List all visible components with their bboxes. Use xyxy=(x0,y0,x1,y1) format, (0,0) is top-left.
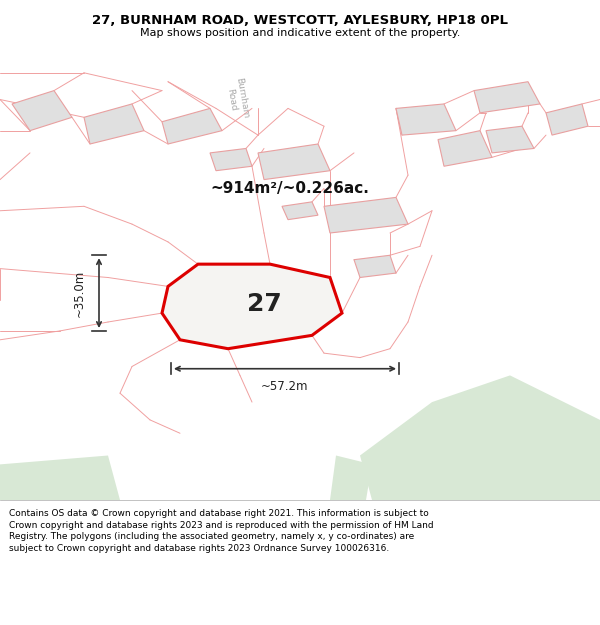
Polygon shape xyxy=(0,456,120,500)
Polygon shape xyxy=(324,198,408,233)
Polygon shape xyxy=(282,202,318,219)
Polygon shape xyxy=(330,456,372,500)
Polygon shape xyxy=(474,82,540,113)
Polygon shape xyxy=(546,104,588,135)
Polygon shape xyxy=(354,255,396,278)
Polygon shape xyxy=(162,264,342,349)
Text: 27, BURNHAM ROAD, WESTCOTT, AYLESBURY, HP18 0PL: 27, BURNHAM ROAD, WESTCOTT, AYLESBURY, H… xyxy=(92,14,508,27)
Polygon shape xyxy=(258,144,330,179)
Text: ~57.2m: ~57.2m xyxy=(261,380,309,393)
Polygon shape xyxy=(438,131,492,166)
Text: ~914m²/~0.226ac.: ~914m²/~0.226ac. xyxy=(210,181,369,196)
Text: ~35.0m: ~35.0m xyxy=(73,269,86,317)
Polygon shape xyxy=(162,108,222,144)
Polygon shape xyxy=(12,91,72,131)
Polygon shape xyxy=(84,104,144,144)
Polygon shape xyxy=(486,126,534,153)
Polygon shape xyxy=(360,376,600,500)
Polygon shape xyxy=(210,149,252,171)
Polygon shape xyxy=(396,104,456,135)
Text: Map shows position and indicative extent of the property.: Map shows position and indicative extent… xyxy=(140,29,460,39)
Text: 27: 27 xyxy=(247,292,281,316)
Text: Contains OS data © Crown copyright and database right 2021. This information is : Contains OS data © Crown copyright and d… xyxy=(9,509,434,553)
Text: Burnham
Road: Burnham Road xyxy=(224,78,250,121)
